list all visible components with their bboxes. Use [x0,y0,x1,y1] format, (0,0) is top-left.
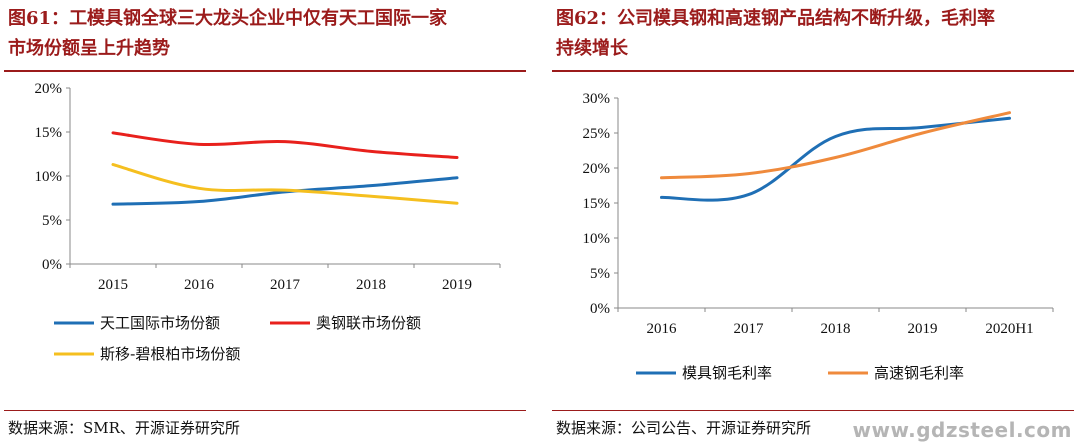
fig61-legend-label-1: 奥钢联市场份额 [316,314,421,332]
fig61-y-tick-label: 5% [42,213,62,229]
fig61-legend-label-0: 天工国际市场份额 [100,314,220,332]
figure-62-top-rule [552,70,1074,72]
fig61-series-line-1 [111,131,459,160]
figure-62-bottom-rule [552,410,1074,411]
figure-62-source: 数据来源：公司公告、开源证券研究所 [556,419,812,437]
figure-61-title-line2: 市场份额呈上升趋势 [8,38,170,59]
fig61-series-line-0 [111,176,459,206]
fig61-x-tick-label: 2015 [98,277,128,293]
fig61-x-tick-label: 2019 [442,277,472,293]
figure-61-title-line1: 工模具钢全球三大龙头企业中仅有天工国际一家 [69,8,448,29]
fig62-y-tick-label: 15% [583,196,611,212]
watermark: www.gdzsteel.com [852,418,1072,442]
fig62-legend-label-0: 模具钢毛利率 [682,364,772,382]
fig62-y-tick-label: 10% [583,231,611,247]
fig62-y-tick-label: 25% [583,126,611,142]
fig61-legend-label-2: 斯移-碧根柏市场份额 [100,345,240,363]
fig61-y-tick-label: 10% [35,169,63,185]
fig61-y-tick-label: 20% [35,81,63,97]
figure-62-title-line2: 持续增长 [556,38,628,59]
fig62-y-tick-label: 5% [590,266,610,282]
fig62-series-line-0 [660,116,1011,202]
fig62-y-tick-label: 0% [590,301,610,317]
figure-62-panel: 图62：公司模具钢和高速钢产品结构不断升级，毛利率 持续增长 0% 5% 10% 15… [548,0,1080,445]
fig62-x-tick-label: 2018 [821,321,851,337]
figure-61-top-rule [4,70,526,72]
fig61-y-tick-label: 0% [42,257,62,273]
fig61-y-tick-label: 15% [35,125,63,141]
figure-61-title: 图61：工模具钢全球三大龙头企业中仅有天工国际一家 市场份额呈上升趋势 [8,4,528,64]
fig61-x-tick-label: 2016 [184,277,215,293]
fig61-x-tick-label: 2017 [270,277,301,293]
figure-61-panel: 图61：工模具钢全球三大龙头企业中仅有天工国际一家 市场份额呈上升趋势 0% 5%… [0,0,530,445]
figure-61-number: 图61： [8,8,70,29]
fig62-x-tick-label: 2016 [647,321,678,337]
figure-62-chart: 0% 5% 10% 15% 20% 25% 30% 2016 2017 2018 2019 2020H… [583,91,1054,382]
fig62-series-line-1 [660,111,1011,180]
fig62-legend-label-1: 高速钢毛利率 [874,364,964,382]
fig62-x-tick-label: 2017 [734,321,765,337]
figure-62-number: 图62： [556,8,618,29]
fig62-y-tick-label: 20% [583,161,611,177]
figure-61-bottom-rule [4,410,526,411]
fig61-x-tick-label: 2018 [356,277,386,293]
figure-62-title: 图62：公司模具钢和高速钢产品结构不断升级，毛利率 持续增长 [556,4,1076,64]
figure-61-chart: 0% 5% 10% 15% 20% 2015 2016 2017 2018 2019 天工国际市场份… [35,81,501,363]
fig62-y-tick-label: 30% [583,91,611,107]
figure-62-title-line1: 公司模具钢和高速钢产品结构不断升级，毛利率 [617,8,996,29]
fig62-x-tick-label: 2020H1 [985,321,1033,337]
figure-61-source: 数据来源：SMR、开源证券研究所 [8,419,240,437]
fig61-series-line-2 [111,163,459,205]
fig62-x-tick-label: 2019 [908,321,938,337]
